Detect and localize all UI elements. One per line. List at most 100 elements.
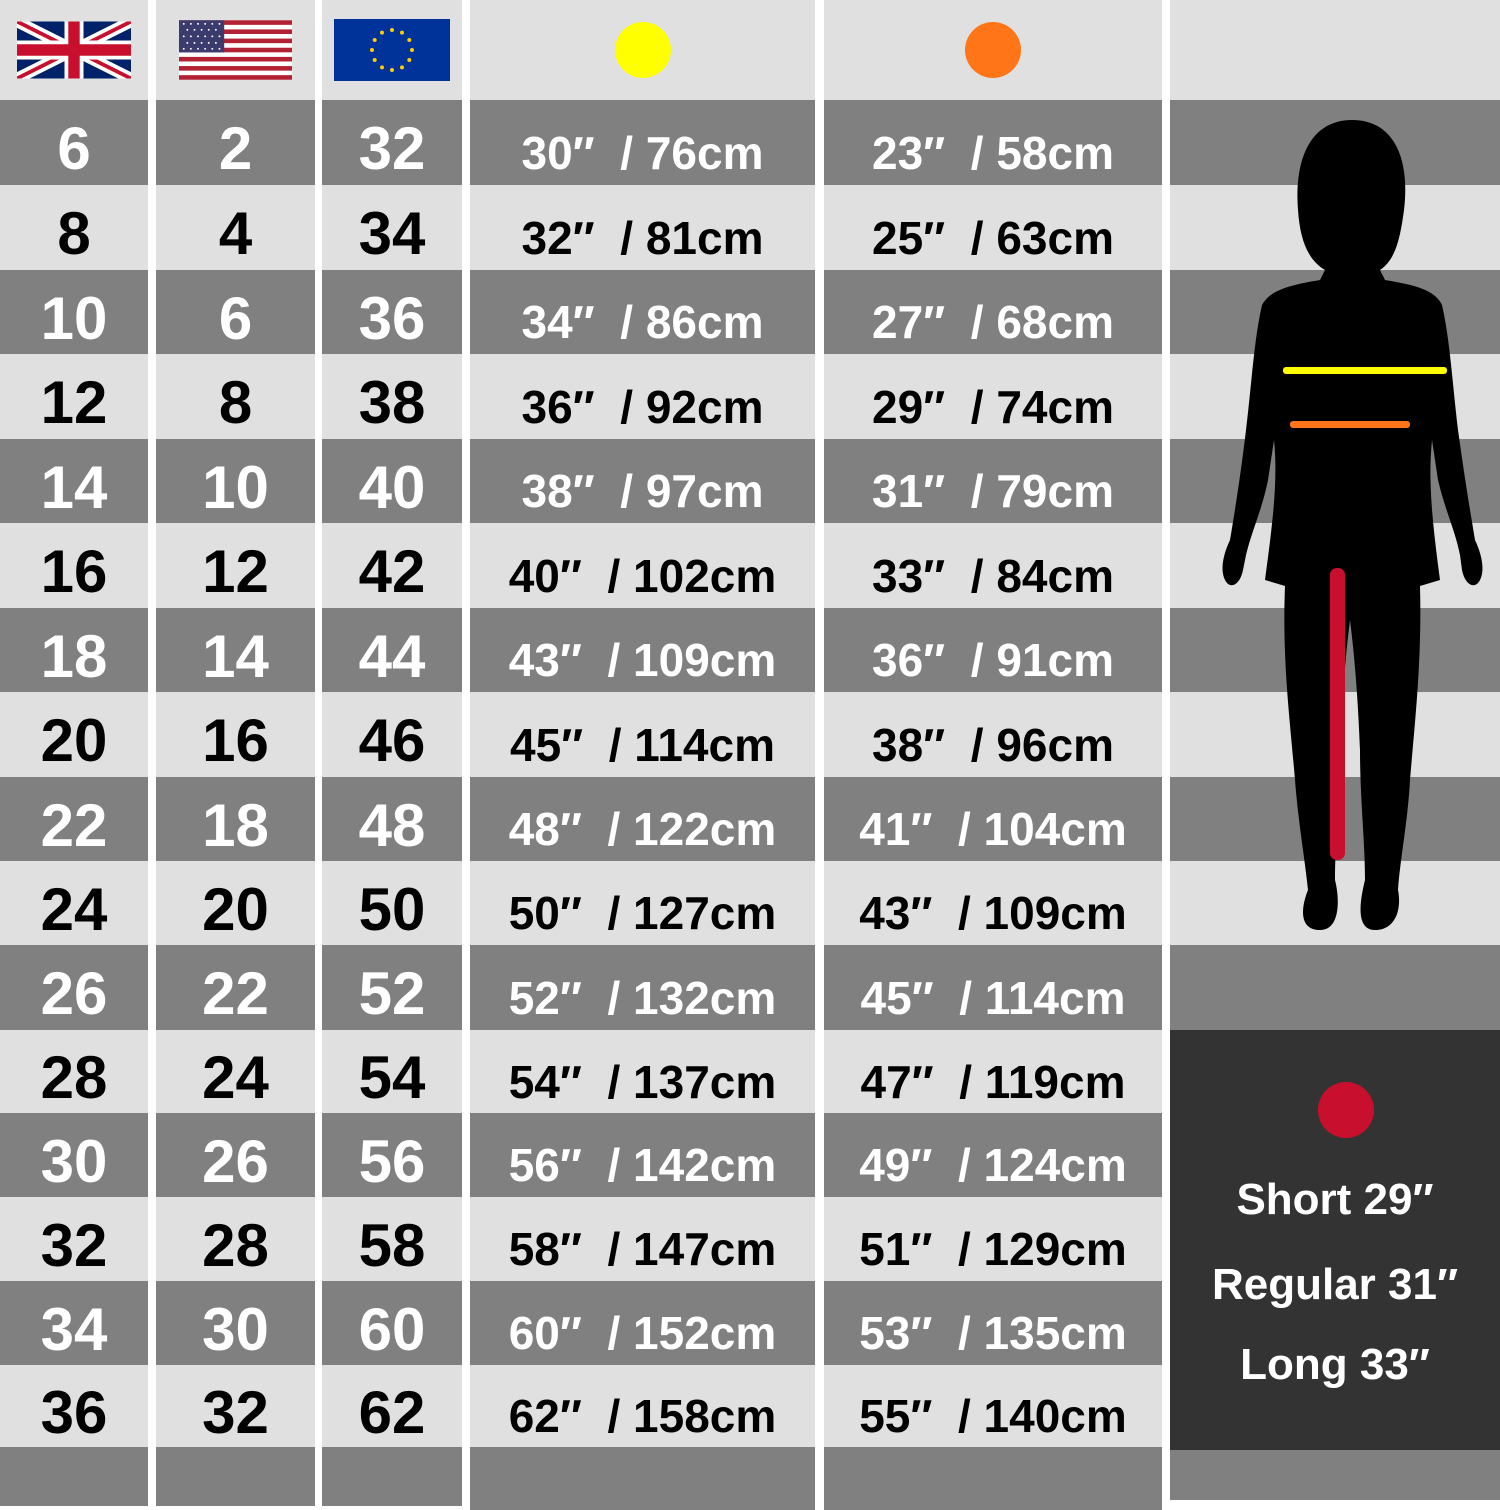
bust-cell: 48″ / 122cm <box>470 777 815 871</box>
uk-cell: 34 <box>0 1281 148 1371</box>
uk-cell: 12 <box>0 354 148 445</box>
uk-header <box>0 0 148 100</box>
uk-flag-icon <box>17 21 131 79</box>
waist-cell: 36″ / 91cm <box>824 608 1162 702</box>
uk-cell: 32 <box>0 1197 148 1287</box>
bust-cell: 32″ / 81cm <box>470 185 815 280</box>
uk-cell: 30 <box>0 1113 148 1203</box>
waist-cell: 27″ / 68cm <box>824 270 1162 364</box>
uk-cell: 20 <box>0 692 148 783</box>
figure-header <box>1170 0 1500 100</box>
eu-cell: 36 <box>322 270 462 360</box>
uk-cell: 26 <box>0 945 148 1036</box>
eu-cell: 50 <box>322 861 462 951</box>
us-cell: 2 <box>156 100 315 191</box>
waist-line <box>1290 421 1410 428</box>
bust-cell: 52″ / 132cm <box>470 945 815 1040</box>
eu-cell: 38 <box>322 354 462 445</box>
inseam-regular: Regular 31″ <box>1211 1260 1459 1309</box>
bust-cell: 38″ / 97cm <box>470 439 815 533</box>
row-stripe <box>156 1447 315 1506</box>
eu-cell: 48 <box>322 777 462 867</box>
bust-cell: 62″ / 158cm <box>470 1365 815 1457</box>
bust-cell: 58″ / 147cm <box>470 1197 815 1291</box>
waist-cell: 31″ / 79cm <box>824 439 1162 533</box>
bust-column: 30″ / 76cm 32″ / 81cm 34″ / 86cm 36″ / 92cm… <box>470 0 815 1510</box>
waist-cell: 43″ / 109cm <box>824 861 1162 955</box>
us-cell: 24 <box>156 1030 315 1119</box>
row-stripe <box>322 1447 462 1506</box>
waist-cell: 25″ / 63cm <box>824 185 1162 280</box>
eu-cell: 44 <box>322 608 462 698</box>
bust-cell: 40″ / 102cm <box>470 523 815 618</box>
eu-cell: 40 <box>322 439 462 529</box>
row-stripe <box>470 1447 815 1510</box>
us-cell: 12 <box>156 523 315 614</box>
us-cell: 6 <box>156 270 315 360</box>
us-header <box>156 0 315 100</box>
uk-cell: 22 <box>0 777 148 867</box>
uk-cell: 6 <box>0 100 148 191</box>
us-cell: 18 <box>156 777 315 867</box>
row-stripe <box>0 1447 148 1506</box>
us-cell: 28 <box>156 1197 315 1287</box>
bust-line <box>1283 367 1447 374</box>
eu-cell: 46 <box>322 692 462 783</box>
waist-cell: 38″ / 96cm <box>824 692 1162 787</box>
eu-flag-icon <box>334 19 450 81</box>
waist-cell: 49″ / 124cm <box>824 1113 1162 1207</box>
uk-cell: 18 <box>0 608 148 698</box>
waist-column: 23″ / 58cm 25″ / 63cm 27″ / 68cm 29″ / 74cm… <box>824 0 1162 1510</box>
us-cell: 10 <box>156 439 315 529</box>
uk-cell: 28 <box>0 1030 148 1119</box>
inseam-legend: Short 29″ Regular 31″ Long 33″ <box>1170 1030 1500 1450</box>
uk-cell: 8 <box>0 185 148 276</box>
eu-header <box>322 0 462 100</box>
us-cell: 8 <box>156 354 315 445</box>
eu-cell: 34 <box>322 185 462 276</box>
uk-cell: 10 <box>0 270 148 360</box>
eu-size-column: 32 34 36 38 40 42 44 46 48 50 52 54 56 58 60 62 <box>322 0 462 1506</box>
waist-cell: 47″ / 119cm <box>824 1030 1162 1123</box>
bust-cell: 34″ / 86cm <box>470 270 815 364</box>
uk-cell: 14 <box>0 439 148 529</box>
waist-cell: 51″ / 129cm <box>824 1197 1162 1291</box>
eu-cell: 52 <box>322 945 462 1036</box>
inseam-long: Long 33″ <box>1240 1340 1430 1389</box>
us-cell: 14 <box>156 608 315 698</box>
female-silhouette-icon <box>1222 120 1483 930</box>
bust-cell: 43″ / 109cm <box>470 608 815 702</box>
eu-cell: 58 <box>322 1197 462 1287</box>
bust-marker-icon <box>614 22 671 78</box>
us-cell: 4 <box>156 185 315 276</box>
bust-cell: 54″ / 137cm <box>470 1030 815 1123</box>
waist-cell: 45″ / 114cm <box>824 945 1162 1040</box>
row-stripe <box>824 1447 1162 1510</box>
eu-cell: 42 <box>322 523 462 614</box>
us-cell: 22 <box>156 945 315 1036</box>
uk-size-column: 6 8 10 12 14 16 18 20 22 24 26 28 30 32 34 36 <box>0 0 148 1506</box>
waist-cell: 41″ / 104cm <box>824 777 1162 871</box>
eu-cell: 32 <box>322 100 462 191</box>
waist-cell: 53″ / 135cm <box>824 1281 1162 1375</box>
waist-cell: 33″ / 84cm <box>824 523 1162 618</box>
eu-cell: 56 <box>322 1113 462 1203</box>
waist-cell: 29″ / 74cm <box>824 354 1162 449</box>
uk-cell: 16 <box>0 523 148 614</box>
bust-cell: 50″ / 127cm <box>470 861 815 955</box>
inseam-marker-icon <box>1318 1082 1374 1138</box>
uk-cell: 36 <box>0 1365 148 1453</box>
eu-cell: 62 <box>322 1365 462 1453</box>
uk-cell: 24 <box>0 861 148 951</box>
us-cell: 30 <box>156 1281 315 1371</box>
bust-cell: 60″ / 152cm <box>470 1281 815 1375</box>
us-cell: 32 <box>156 1365 315 1453</box>
row-stripe <box>1170 1447 1500 1500</box>
waist-header <box>824 0 1162 100</box>
eu-cell: 60 <box>322 1281 462 1371</box>
waist-cell: 23″ / 58cm <box>824 100 1162 195</box>
us-cell: 16 <box>156 692 315 783</box>
waist-marker-icon <box>965 22 1021 78</box>
us-cell: 26 <box>156 1113 315 1203</box>
us-size-column: 2 4 6 8 10 12 14 16 18 20 22 24 26 28 30 32 <box>156 0 315 1506</box>
